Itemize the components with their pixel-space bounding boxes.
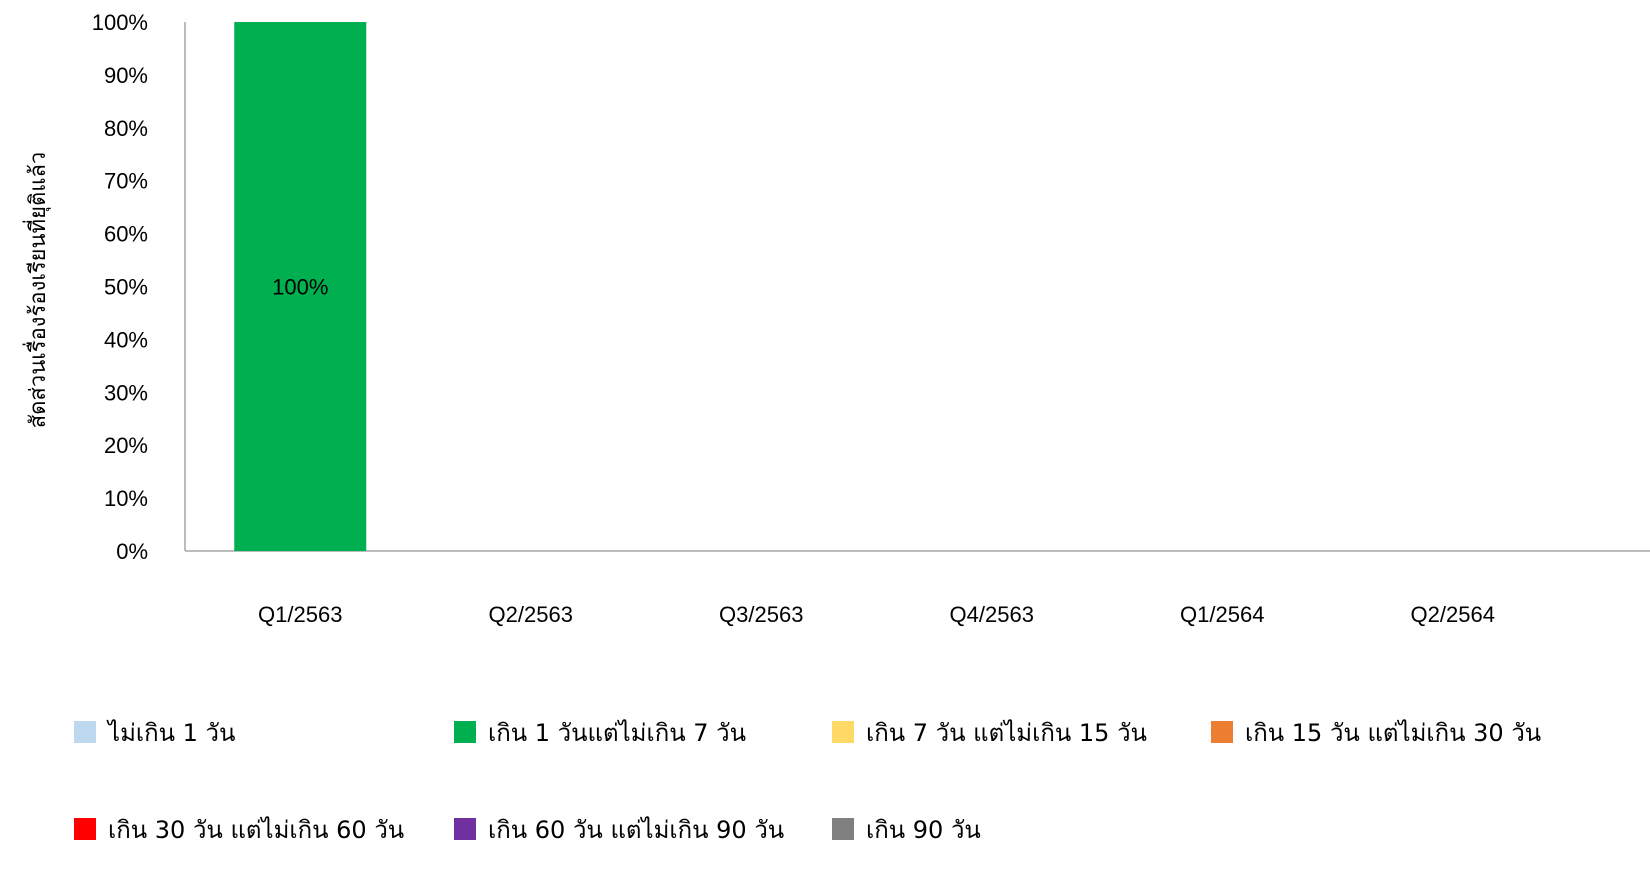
- y-tick-label: 90%: [104, 63, 148, 88]
- x-category-label: Q3/2563: [719, 602, 803, 627]
- legend-label: เกิน 1 วันแต่ไม่เกิน 7 วัน: [488, 719, 746, 747]
- legend-item: เกิน 1 วันแต่ไม่เกิน 7 วัน: [454, 719, 746, 747]
- legend-label: เกิน 90 วัน: [866, 816, 981, 844]
- legend-swatch: [74, 818, 96, 840]
- x-category-label: Q1/2563: [258, 602, 342, 627]
- data-label: 100%: [272, 275, 328, 300]
- legend-label: เกิน 7 วัน แต่ไม่เกิน 15 วัน: [866, 719, 1147, 747]
- y-tick-label: 30%: [104, 380, 148, 405]
- y-axis-title: สัดส่วนเรื่องร้องเรียนที่ยุติแล้ว: [22, 152, 51, 429]
- legend: ไม่เกิน 1 วัน เกิน 1 วันแต่ไม่เกิน 7 วันเ…: [74, 719, 1541, 844]
- legend-swatch: [74, 721, 96, 743]
- x-category-label: Q1/2564: [1180, 602, 1264, 627]
- y-tick-label: 40%: [104, 327, 148, 352]
- y-tick-label: 80%: [104, 116, 148, 141]
- legend-swatch: [832, 818, 854, 840]
- y-tick-label: 100%: [92, 10, 148, 35]
- legend-item: เกิน 7 วัน แต่ไม่เกิน 15 วัน: [832, 719, 1147, 747]
- y-tick-label: 10%: [104, 486, 148, 511]
- legend-item: เกิน 90 วัน: [832, 816, 981, 844]
- legend-label: ไม่เกิน 1 วัน: [106, 719, 235, 747]
- bar-segment: [234, 22, 367, 551]
- data-labels: 100%: [272, 275, 328, 300]
- bars: [234, 22, 367, 551]
- legend-label: เกิน 30 วัน แต่ไม่เกิน 60 วัน: [108, 816, 404, 844]
- x-category-label: Q2/2564: [1411, 602, 1495, 627]
- legend-label: เกิน 15 วัน แต่ไม่เกิน 30 วัน: [1245, 719, 1541, 747]
- axes: [184, 22, 1650, 552]
- legend-item: ไม่เกิน 1 วัน: [74, 719, 235, 747]
- y-tick-label: 0%: [116, 539, 148, 564]
- legend-swatch: [1211, 721, 1233, 743]
- y-tick-label: 70%: [104, 169, 148, 194]
- legend-item: เกิน 30 วัน แต่ไม่เกิน 60 วัน: [74, 816, 404, 844]
- y-tick-labels: 0% 10% 20% 30% 40% 50% 60% 70% 80% 90% 100%: [92, 10, 148, 564]
- x-category-label: Q2/2563: [489, 602, 573, 627]
- legend-item: เกิน 15 วัน แต่ไม่เกิน 30 วัน: [1211, 719, 1541, 747]
- y-tick-label: 20%: [104, 433, 148, 458]
- x-category-label: Q4/2563: [950, 602, 1034, 627]
- legend-swatch: [832, 721, 854, 743]
- y-tick-label: 50%: [104, 275, 148, 300]
- legend-swatch: [454, 721, 476, 743]
- y-tick-label: 60%: [104, 222, 148, 247]
- legend-swatch: [454, 818, 476, 840]
- x-category-labels: Q1/2563 Q2/2563 Q3/2563 Q4/2563 Q1/2564 Q2/25…: [258, 602, 1495, 627]
- legend-item: เกิน 60 วัน แต่ไม่เกิน 90 วัน: [454, 816, 784, 844]
- legend-label: เกิน 60 วัน แต่ไม่เกิน 90 วัน: [488, 816, 784, 844]
